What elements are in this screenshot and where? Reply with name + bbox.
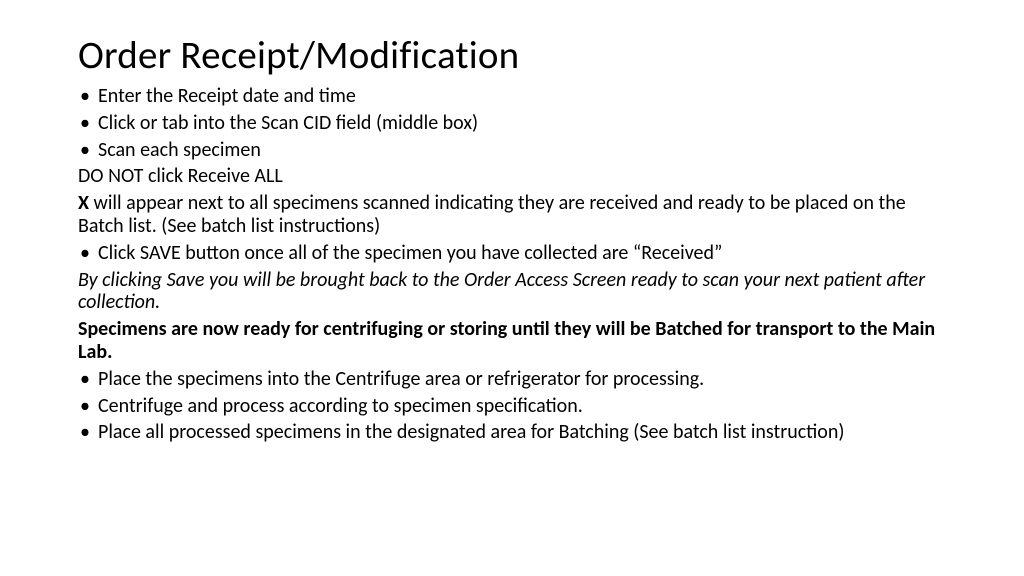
x-rest: will appear next to all specimens scanne… [78, 191, 906, 238]
list-item: Enter the Receipt date and time [78, 85, 946, 108]
list-item: Click SAVE button once all of the specim… [78, 242, 946, 265]
slide-body: Enter the Receipt date and time Click or… [78, 85, 946, 444]
bullet-list-1: Enter the Receipt date and time Click or… [78, 85, 946, 161]
list-item: Scan each specimen [78, 139, 946, 162]
x-prefix: X [78, 191, 89, 215]
list-item: Place the specimens into the Centrifuge … [78, 368, 946, 391]
list-item: Centrifuge and process according to spec… [78, 395, 946, 418]
bullet-list-save: Click SAVE button once all of the specim… [78, 242, 946, 265]
list-item: Place all processed specimens in the des… [78, 421, 946, 444]
list-item: Click or tab into the Scan CID field (mi… [78, 112, 946, 135]
bold-note: Specimens are now ready for centrifuging… [78, 318, 946, 364]
bullet-list-2: Place the specimens into the Centrifuge … [78, 368, 946, 444]
slide: Order Receipt/Modification Enter the Rec… [0, 0, 1024, 468]
do-not-line: DO NOT click Receive ALL [78, 165, 946, 188]
slide-title: Order Receipt/Modification [78, 32, 946, 79]
x-line: X will appear next to all specimens scan… [78, 192, 946, 238]
italic-note: By clicking Save you will be brought bac… [78, 269, 946, 315]
